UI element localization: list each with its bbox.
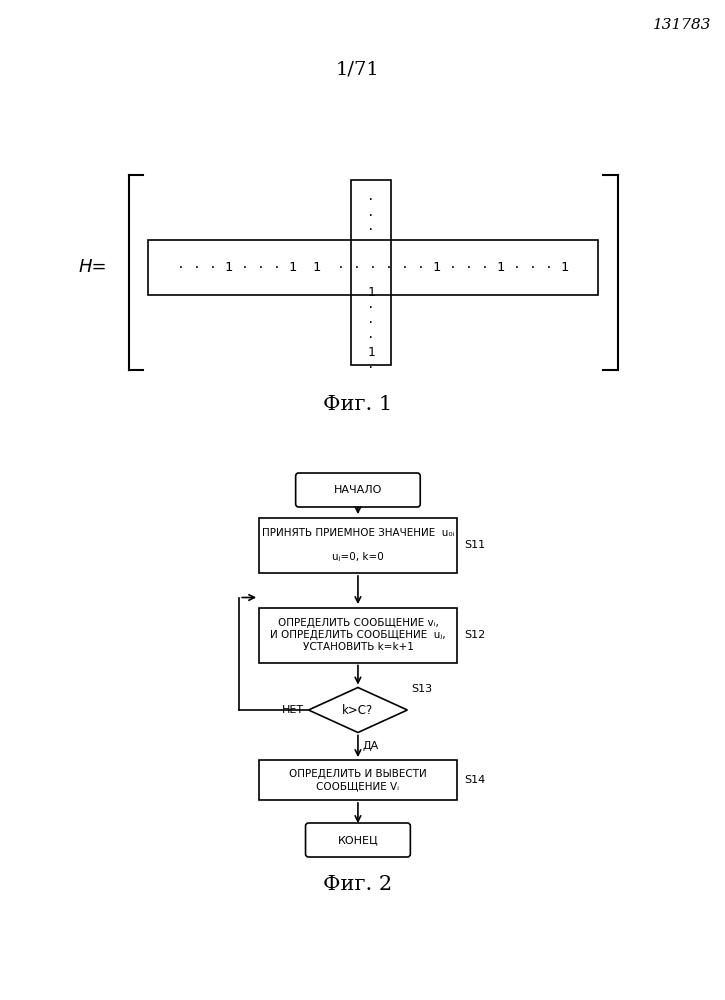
Text: НЕТ: НЕТ: [281, 705, 304, 715]
Bar: [259, 607, 457, 662]
Text: ОПРЕДЕЛИТЬ СООБЩЕНИЕ vᵢ,
И ОПРЕДЕЛИТЬ СООБЩЕНИЕ  uⱼ,
УСТАНОВИТЬ k=k+1: ОПРЕДЕЛИТЬ СООБЩЕНИЕ vᵢ, И ОПРЕДЕЛИТЬ СО…: [270, 618, 446, 652]
Text: · · · 1 · · · 1  1  · · · · · · 1 · · · 1 · · · 1: · · · 1 · · · 1 1 · · · · · · 1 · · · 1 …: [178, 261, 569, 274]
Text: S14: S14: [465, 775, 486, 785]
Text: S12: S12: [465, 630, 486, 640]
Bar: [351, 180, 391, 365]
Bar: [149, 240, 598, 295]
Text: ДА: ДА: [363, 741, 379, 751]
Text: S13: S13: [411, 684, 433, 694]
Bar: [259, 760, 457, 800]
Text: ·
·
·: · · ·: [367, 194, 375, 236]
Text: ПРИНЯТЬ ПРИЕМНОЕ ЗНАЧЕНИЕ  u₀ᵢ

uⱼ=0, k=0: ПРИНЯТЬ ПРИЕМНОЕ ЗНАЧЕНИЕ u₀ᵢ uⱼ=0, k=0: [262, 528, 454, 562]
Text: H=: H=: [78, 258, 107, 276]
Bar: [259, 518, 457, 572]
Text: КОНЕЦ: КОНЕЦ: [338, 835, 378, 845]
Text: S11: S11: [465, 540, 486, 550]
Text: 131783: 131783: [652, 18, 711, 32]
Text: ОПРЕДЕЛИТЬ И ВЫВЕСТИ
СООБЩЕНИЕ Vᵢ: ОПРЕДЕЛИТЬ И ВЫВЕСТИ СООБЩЕНИЕ Vᵢ: [289, 769, 427, 791]
Text: Фиг. 1: Фиг. 1: [323, 395, 392, 414]
Text: Фиг. 2: Фиг. 2: [323, 875, 392, 894]
Text: 1/71: 1/71: [336, 60, 380, 78]
Text: НАЧАЛО: НАЧАЛО: [334, 485, 382, 495]
Text: 1
·
·
·
1
·: 1 · · · 1 ·: [367, 286, 375, 374]
Text: k>C?: k>C?: [342, 704, 373, 716]
